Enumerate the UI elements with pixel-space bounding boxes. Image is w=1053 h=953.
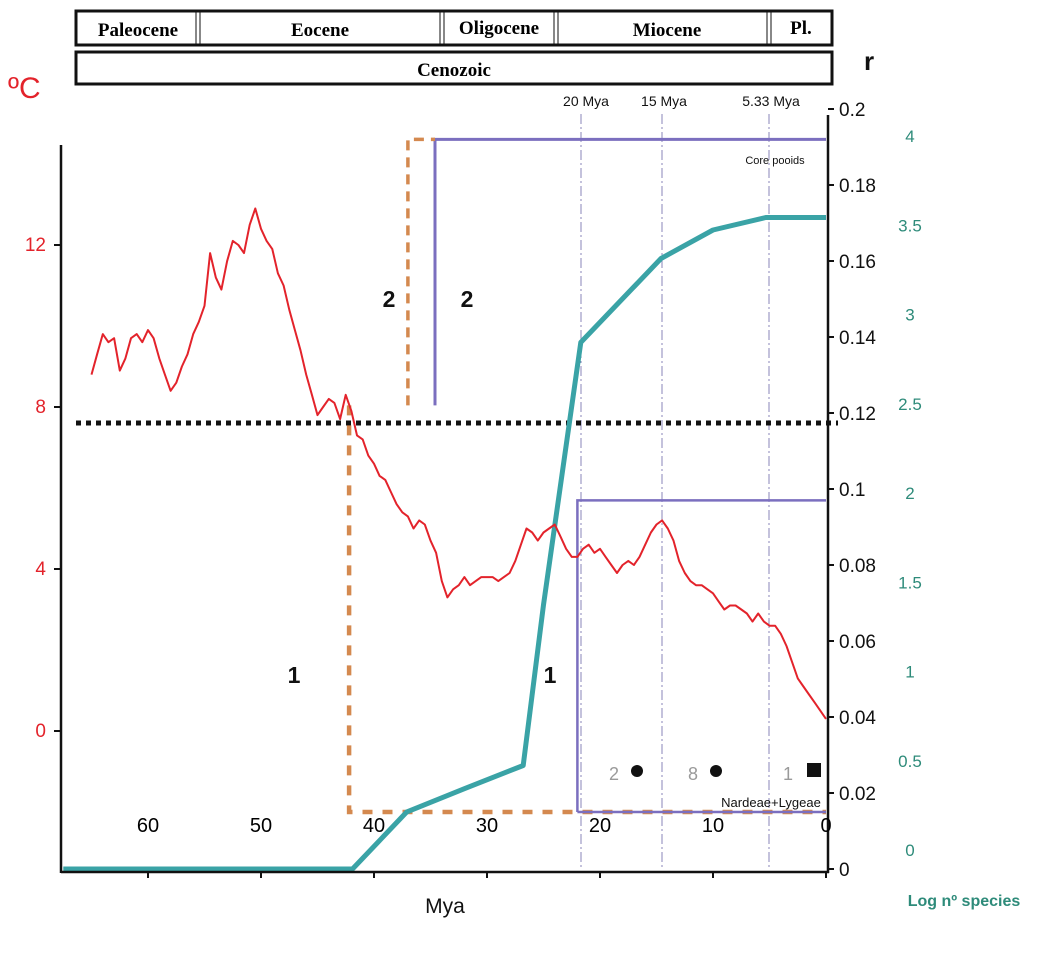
rate-tick-label: 0.04 (839, 708, 876, 729)
rate-tick-label: 0.18 (839, 176, 876, 197)
rate-tick-label: 0.14 (839, 328, 876, 349)
species-tick-label: 2.5 (898, 395, 922, 414)
shift-label: 2 (383, 286, 396, 312)
clade-label-core-pooids: Core pooids (745, 155, 805, 167)
era-bar (74, 50, 834, 86)
symbol-count: 8 (688, 764, 698, 784)
temperature-curve (90, 207, 827, 720)
timescale-header: Paleocene Eocene Oligocene Miocene Pl. C… (74, 9, 834, 86)
rate-line-shift-1-alt (346, 405, 826, 815)
species-curve (63, 215, 826, 872)
x-axis-label: Mya (425, 895, 465, 918)
species-tick-label: 0 (905, 841, 914, 860)
epoch-paleocene: Paleocene (98, 20, 178, 41)
rate-line-nardeae-lygeae (576, 499, 826, 812)
rate-tick-label: 0.06 (839, 632, 876, 653)
temperature-tick-label: 0 (35, 721, 46, 742)
annotations: Core pooids Nardeae+Lygeae 2 2 1 1 2 8 1 (288, 155, 821, 810)
temperature-tick-label: 8 (35, 397, 46, 418)
species-tick-label: 3 (905, 306, 914, 325)
rate-axis-symbol: r (864, 46, 874, 76)
species-tick-label: 1.5 (898, 573, 922, 592)
x-tick-label: 10 (702, 815, 724, 837)
marker-label-5-mya: 5.33 Mya (742, 93, 800, 109)
rate-shift-lines (346, 137, 826, 815)
x-tick-label: 30 (476, 815, 498, 837)
temperature-tick-label: 4 (35, 559, 46, 580)
marker-label-20-mya: 20 Mya (563, 93, 609, 109)
time-marker-lines: 20 Mya 15 Mya 5.33 Mya (563, 93, 800, 870)
temperature-axis-unit: ºC (8, 72, 41, 105)
square-marker (807, 763, 821, 777)
rate-tick-label: 0.16 (839, 252, 876, 273)
clade-label-nardeae-lygeae: Nardeae+Lygeae (721, 795, 821, 810)
species-tick-label: 0.5 (898, 752, 922, 771)
rate-line-core-pooids (433, 137, 826, 406)
species-tick-label: 3.5 (898, 216, 922, 235)
x-tick-label: 50 (250, 815, 272, 837)
rate-tick-label: 0.1 (839, 480, 865, 501)
x-tick-label: 0 (820, 815, 831, 837)
shift-label: 1 (288, 662, 301, 688)
temperature-line (90, 207, 827, 720)
epoch-bar (74, 9, 834, 47)
rate-tick-label: 0.08 (839, 556, 876, 577)
x-tick-label: 60 (137, 815, 159, 837)
marker-label-15-mya: 15 Mya (641, 93, 687, 109)
rate-axis-ticks: 0.2 0.18 0.16 0.14 0.12 0.1 0.08 0.06 0.04 0.02 0 (828, 100, 876, 881)
species-tick-label: 1 (905, 663, 914, 682)
species-tick-label: 2 (905, 484, 914, 503)
shift-label: 2 (461, 286, 474, 312)
circle-marker (631, 765, 643, 777)
symbol-count: 1 (783, 764, 793, 784)
rate-tick-label: 0 (839, 860, 850, 881)
epoch-oligocene: Oligocene (459, 18, 539, 39)
circle-marker (710, 765, 722, 777)
x-tick-label: 40 (363, 815, 385, 837)
temperature-tick-label: 12 (25, 235, 46, 256)
temperature-axis-ticks: 12 8 4 0 (25, 235, 61, 742)
axes-frame (59, 115, 830, 874)
rate-line-shift-2-alt (406, 137, 435, 406)
symbol-count: 2 (609, 764, 619, 784)
species-line (63, 215, 826, 872)
rate-tick-label: 0.2 (839, 100, 865, 121)
species-tick-label: 4 (905, 127, 914, 146)
rate-tick-label: 0.12 (839, 404, 876, 425)
epoch-pliocene: Pl. (790, 18, 812, 39)
epoch-miocene: Miocene (633, 20, 702, 41)
x-tick-label: 20 (589, 815, 611, 837)
x-axis-ticks: 60 50 40 30 20 10 0 (137, 815, 832, 878)
shift-label: 1 (544, 662, 557, 688)
epoch-eocene: Eocene (291, 20, 349, 41)
era-cenozoic: Cenozoic (417, 60, 491, 81)
species-axis-ticks: 4 3.5 3 2.5 2 1.5 1 0.5 0 (898, 127, 922, 860)
species-axis-label: Log nº species (908, 893, 1021, 910)
rate-tick-label: 0.02 (839, 784, 876, 805)
